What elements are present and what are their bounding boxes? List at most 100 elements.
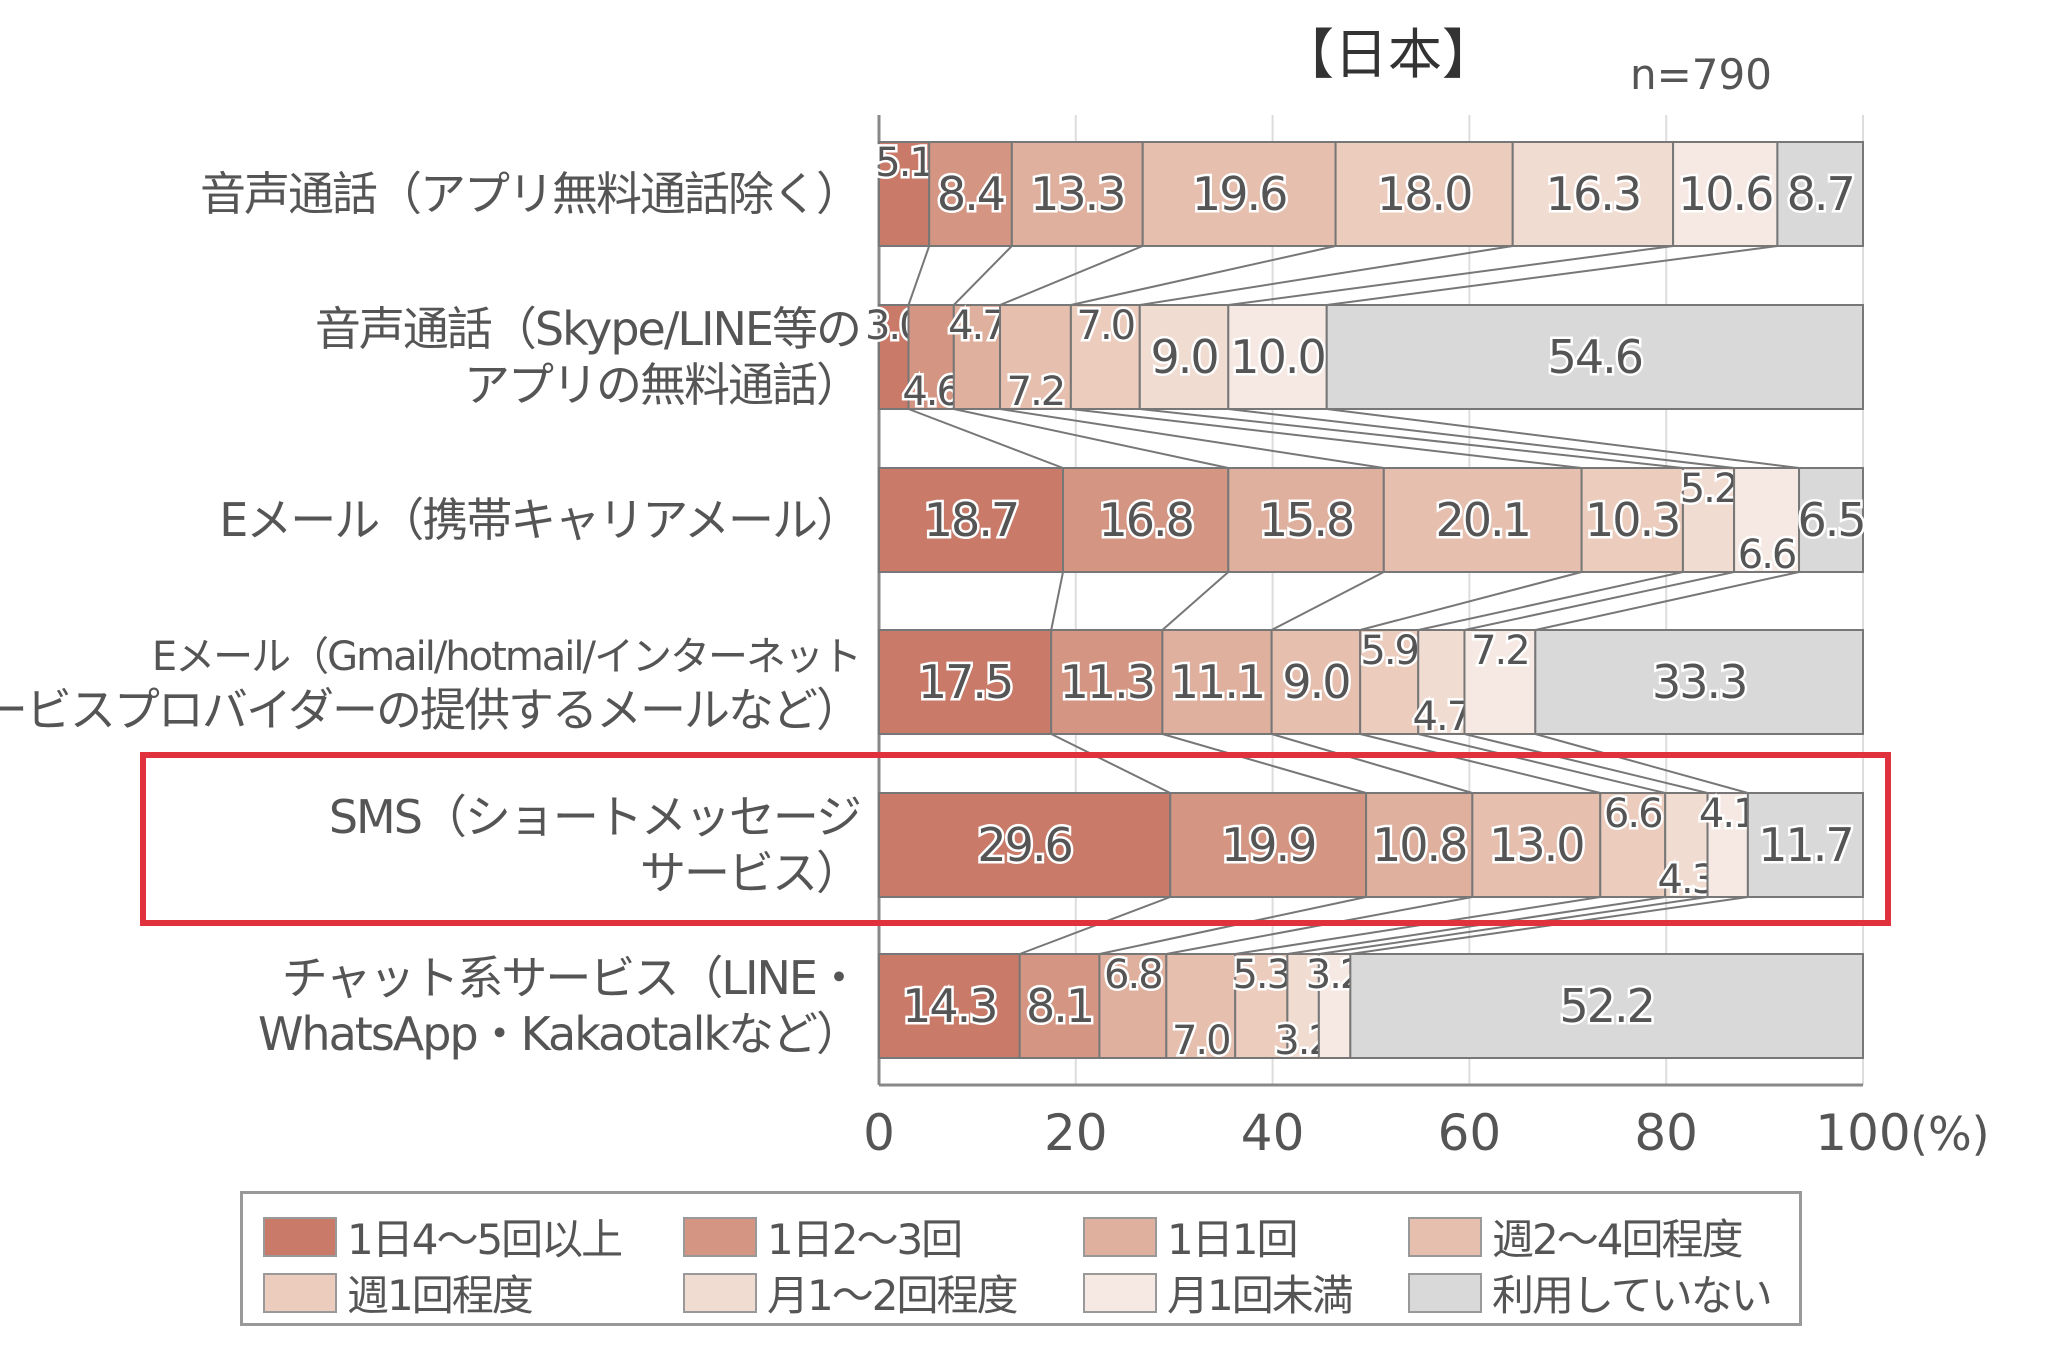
legend-label: 週2〜4回程度: [1492, 1215, 1743, 1264]
bar-segment: [1706, 792, 1749, 898]
category-label: サービス）: [640, 846, 860, 900]
legend-swatch: [683, 1272, 757, 1313]
data-label: 9.0: [1282, 655, 1349, 709]
bar-segment: [1141, 141, 1337, 247]
data-label: 7.2: [1471, 628, 1529, 674]
legend-item: 月1回未満: [1083, 1262, 1354, 1323]
legend-swatch: [263, 1272, 337, 1313]
legend-swatch: [263, 1216, 337, 1257]
legend-item: 1日1回: [1083, 1206, 1298, 1267]
bar-segment: [878, 467, 1065, 573]
chart-title: 【日本】: [1280, 23, 1496, 86]
x-tick-label: 20: [1044, 1104, 1108, 1162]
data-label: 6.8: [1104, 952, 1162, 998]
bar-segment: [1138, 304, 1230, 410]
data-label: 9.0: [1150, 330, 1217, 384]
data-label: 20.1: [1435, 493, 1529, 547]
connector-line: [1050, 733, 1171, 794]
bar-segment: [1165, 953, 1237, 1059]
sample-size: n=790: [1630, 50, 1772, 99]
legend-label: 週1回程度: [347, 1271, 534, 1320]
data-label: 4.6: [902, 369, 960, 415]
legend-swatch: [1083, 1216, 1157, 1257]
bar-segment: [1010, 141, 1144, 247]
x-tick-label: 100: [1815, 1104, 1910, 1162]
connector-line: [953, 245, 1013, 306]
data-label: 5.2: [1680, 466, 1738, 512]
data-label: 6.6: [1738, 532, 1796, 578]
data-label: 19.6: [1192, 167, 1286, 221]
category-label: SMS（ショートメッセージ: [329, 790, 860, 844]
bar-segment: [1349, 953, 1865, 1059]
connector-line: [1139, 245, 1513, 306]
connector-line: [1161, 571, 1229, 631]
connector-line: [1535, 571, 1800, 631]
data-label: 11.7: [1758, 818, 1852, 872]
bar-segment: [1798, 467, 1865, 573]
bar-segment: [1286, 953, 1320, 1059]
bar-segment: [1746, 792, 1864, 898]
connector-line: [1535, 733, 1749, 794]
category-label: 音声通話（アプリ無料通話除く）: [200, 167, 860, 221]
category-label: Eメール（携帯キャリアメール）: [219, 493, 860, 547]
data-label: 18.7: [924, 493, 1018, 547]
bar-segment: [878, 792, 1172, 898]
data-label: 11.1: [1170, 655, 1264, 709]
data-label: 10.8: [1372, 818, 1466, 872]
bar-segment: [1069, 304, 1141, 410]
bar-segment: [1270, 629, 1362, 735]
data-label: 4.7: [948, 303, 1006, 349]
x-tick-label: 60: [1438, 1104, 1502, 1162]
legend-swatch: [1083, 1272, 1157, 1313]
connector-line: [1228, 245, 1674, 306]
legend-item: 1日2〜3回: [683, 1206, 963, 1267]
bar-segment: [1334, 141, 1514, 247]
bar-segment: [1018, 953, 1101, 1059]
legend-label: 月1回未満: [1167, 1271, 1354, 1320]
x-axis-unit: (%): [1910, 1107, 1990, 1161]
bar-segment: [878, 304, 910, 410]
data-label: 16.3: [1546, 167, 1640, 221]
connector-line: [907, 245, 931, 306]
connector-line: [1271, 733, 1473, 794]
connector-line: [1050, 571, 1064, 631]
data-label: 5.3: [1232, 952, 1290, 998]
data-label: 6.6: [1604, 791, 1662, 837]
bar-segment: [1681, 467, 1736, 573]
data-label: 29.6: [977, 818, 1071, 872]
legend-swatch: [1408, 1216, 1482, 1257]
bar-segment: [1580, 467, 1684, 573]
data-label: 4.7: [1413, 694, 1471, 740]
bar-segment: [1234, 953, 1289, 1059]
bar-segment: [1599, 792, 1667, 898]
bar-segment: [1227, 304, 1328, 410]
data-label: 54.6: [1548, 330, 1642, 384]
category-label: WhatsApp・Kakaotalkなど）: [258, 1007, 860, 1061]
data-label: 15.8: [1259, 493, 1353, 547]
connector-line: [1070, 408, 1582, 469]
category-label: チャット系サービス（LINE・: [282, 951, 860, 1005]
bar-segment: [1050, 629, 1164, 735]
connector-line: [1359, 571, 1582, 631]
connector-line: [1326, 245, 1778, 306]
connector-line: [1418, 571, 1684, 631]
connector-line: [1139, 408, 1684, 469]
data-label: 10.0: [1230, 330, 1324, 384]
data-label: 6.5: [1797, 493, 1864, 547]
data-label: 52.2: [1559, 979, 1653, 1033]
legend-swatch: [1408, 1272, 1482, 1313]
bar-segment: [1672, 141, 1779, 247]
bar-segment: [1776, 141, 1864, 247]
data-label: 10.6: [1678, 167, 1772, 221]
connector-line: [1359, 733, 1601, 794]
legend-item: 利用していない: [1408, 1262, 1773, 1323]
data-label: 5.9: [1360, 628, 1418, 674]
data-label: 14.3: [902, 979, 996, 1033]
connector-line: [1228, 408, 1735, 469]
data-label: 7.2: [1007, 369, 1065, 415]
bar-segment: [1471, 792, 1602, 898]
x-tick-label: 40: [1241, 1104, 1305, 1162]
bar-segment: [928, 141, 1013, 247]
data-label: 8.4: [937, 167, 1004, 221]
connector-line: [908, 408, 1064, 469]
